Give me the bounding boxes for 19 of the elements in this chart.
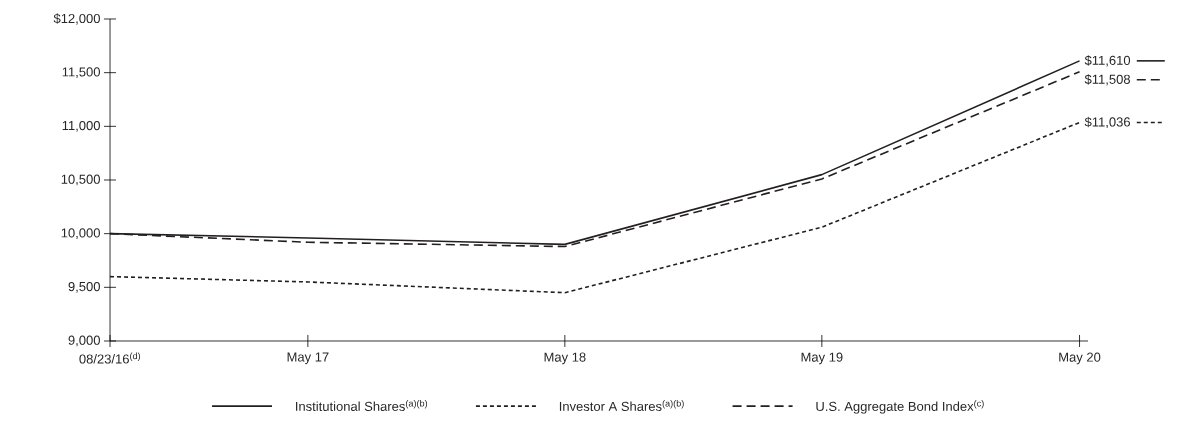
y-tick-label: 11,500 bbox=[62, 67, 100, 79]
legend-label: Institutional Shares$^{(a)(b)}$ bbox=[296, 399, 428, 411]
x-tick-label: 08/23/16$^{(d)}$ bbox=[79, 352, 141, 364]
x-tick-label: May 17 bbox=[287, 352, 329, 365]
y-tick-label: 10,500 bbox=[61, 174, 100, 186]
y-tick-label: 9,500 bbox=[68, 281, 100, 293]
x-tick-label: May 20 bbox=[1059, 352, 1101, 365]
x-tick-label: May 19 bbox=[801, 352, 843, 365]
y-tick-label: 11,000 bbox=[62, 120, 100, 132]
y-tick-label: $12,000 bbox=[53, 13, 100, 25]
legend-label: U.S. Aggregate Bond Index$^{(c)}$ bbox=[816, 399, 984, 414]
annotation: $11,036 bbox=[1084, 116, 1131, 129]
legend-label: Investor A Shares$^{(a)(b)}$ bbox=[559, 399, 684, 411]
x-tick-label: May 18 bbox=[544, 352, 586, 365]
annotation: $11,508 bbox=[1084, 74, 1131, 86]
y-tick-label: 10,000 bbox=[61, 228, 100, 240]
y-tick-label: 9,000 bbox=[68, 335, 100, 347]
annotation: $11,610 bbox=[1084, 55, 1131, 67]
line-series bbox=[109, 121, 1081, 294]
